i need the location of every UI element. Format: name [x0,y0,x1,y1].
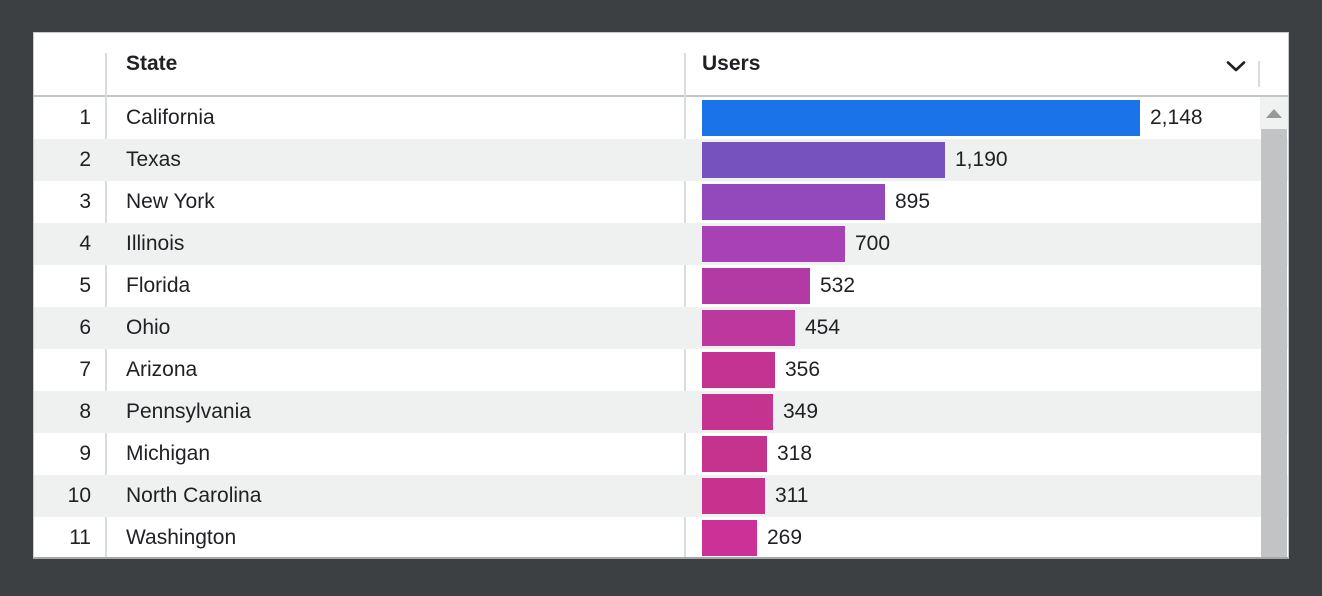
users-value: 532 [820,274,856,297]
users-value: 349 [783,400,819,423]
users-value: 318 [777,442,813,465]
table-row: 10 North Carolina 311 [34,475,1288,517]
users-value: 454 [805,316,841,339]
row-users-cell: 349 [685,391,1288,433]
header-users[interactable]: Users [702,52,761,75]
users-bar [702,184,885,220]
row-state: Illinois [126,232,185,255]
row-users-cell: 895 [685,181,1288,223]
users-bar [702,394,773,430]
users-bar [702,436,767,472]
row-users-cell: 269 [685,517,1288,557]
row-rank: 7 [79,358,91,381]
row-users-cell: 318 [685,433,1288,475]
table-row: 4 Illinois 700 [34,223,1288,265]
row-state: Washington [126,526,237,549]
row-rank: 6 [79,316,91,339]
header-state[interactable]: State [126,52,178,75]
row-rank: 11 [69,526,91,549]
row-rank: 9 [79,442,91,465]
row-state: Texas [126,148,181,171]
table-header: State Users [34,33,1288,97]
scroll-up-arrow-icon [1266,108,1282,118]
row-rank: 2 [79,148,91,171]
users-bar [702,310,795,346]
chevron-down-icon[interactable] [1226,61,1246,72]
table-row: 3 New York 895 [34,181,1288,223]
row-state: Florida [126,274,191,297]
table-row: 5 Florida 532 [34,265,1288,307]
users-value: 895 [895,190,931,213]
row-users-cell: 700 [685,223,1288,265]
users-value: 311 [775,484,809,507]
table-row: 6 Ohio 454 [34,307,1288,349]
users-bar [702,520,757,556]
users-value: 356 [785,358,821,381]
users-bar [702,478,765,514]
table-row: 9 Michigan 318 [34,433,1288,475]
row-rank: 8 [79,400,91,423]
table-body: 1 California 2,148 2 Texas 1,190 3 New Y… [34,97,1288,557]
users-value: 700 [855,232,891,255]
row-rank: 10 [67,484,91,507]
row-rank: 1 [79,106,91,129]
users-value: 269 [767,526,803,549]
rank-column-divider [105,53,107,557]
table-row: 7 Arizona 356 [34,349,1288,391]
row-state: North Carolina [126,484,262,507]
row-state: New York [126,190,215,213]
table-row: 11 Washington 269 [34,517,1288,557]
users-value: 2,148 [1150,106,1203,129]
row-state: Michigan [126,442,211,465]
users-bar [702,268,810,304]
row-rank: 3 [79,190,91,213]
table-row: 1 California 2,148 [34,97,1288,139]
users-bar [702,352,775,388]
row-users-cell: 356 [685,349,1288,391]
table-row: 8 Pennsylvania 349 [34,391,1288,433]
table-row: 2 Texas 1,190 [34,139,1288,181]
row-state: Arizona [126,358,198,381]
row-state: California [126,106,215,129]
row-users-cell: 1,190 [685,139,1288,181]
row-rank: 5 [79,274,91,297]
scrollbar-thumb[interactable] [1261,129,1287,557]
state-users-column-divider [684,53,686,557]
scroll-up-button[interactable] [1260,97,1288,129]
row-users-cell: 454 [685,307,1288,349]
users-bar [702,142,945,178]
users-bar [702,226,845,262]
data-table-card: State Users 1 California 2,148 2 Texas 1… [33,32,1289,559]
row-rank: 4 [79,232,91,255]
row-users-cell: 311 [685,475,1288,517]
users-bar [702,100,1140,136]
row-users-cell: 2,148 [685,97,1288,139]
row-state: Pennsylvania [126,400,251,423]
vertical-scrollbar[interactable] [1260,97,1288,557]
users-value: 1,190 [955,148,1008,171]
header-right-divider [1258,61,1260,87]
row-users-cell: 532 [685,265,1288,307]
row-state: Ohio [126,316,171,339]
